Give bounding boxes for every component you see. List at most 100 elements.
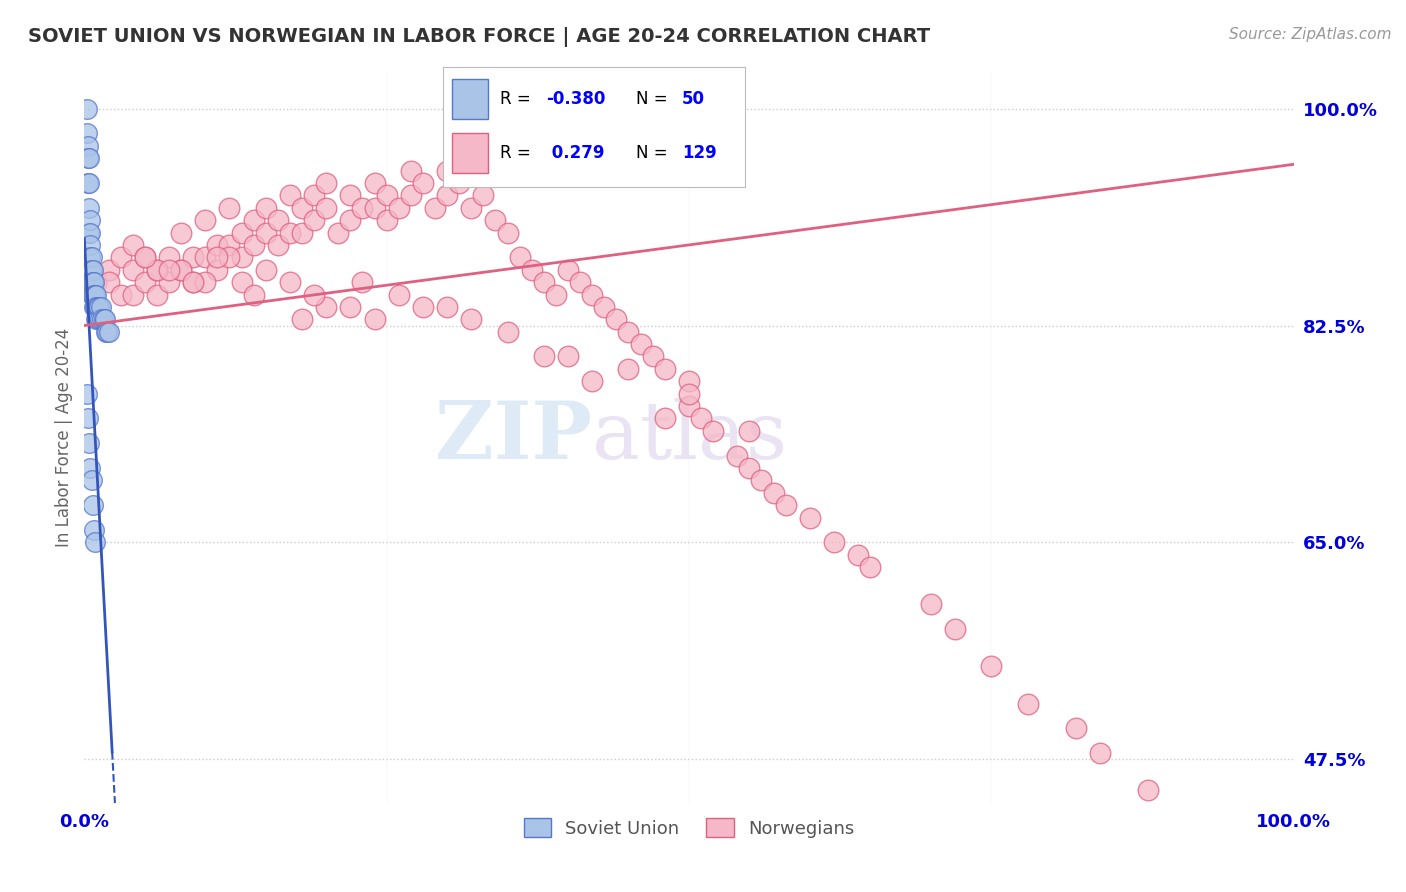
- Point: [80, 262, 103, 277]
- Point: [90, 300, 112, 314]
- Point: [363, 201, 385, 215]
- Point: [352, 275, 374, 289]
- Point: [339, 300, 361, 314]
- Point: [472, 188, 495, 202]
- Point: [84, 535, 107, 549]
- Point: [920, 598, 942, 612]
- Point: [121, 262, 143, 277]
- Point: [1174, 821, 1197, 835]
- Text: R =: R =: [501, 144, 536, 162]
- Point: [352, 201, 374, 215]
- Point: [678, 386, 700, 401]
- Point: [77, 151, 100, 165]
- Point: [157, 275, 180, 289]
- Text: ZIP: ZIP: [436, 398, 592, 476]
- Point: [79, 238, 101, 252]
- Point: [278, 275, 301, 289]
- Point: [302, 287, 325, 301]
- Point: [89, 312, 111, 326]
- Point: [77, 411, 100, 425]
- Point: [218, 238, 240, 252]
- Point: [943, 622, 966, 636]
- Point: [254, 262, 277, 277]
- Point: [291, 312, 314, 326]
- Point: [291, 226, 314, 240]
- Point: [388, 201, 411, 215]
- Point: [242, 287, 264, 301]
- Legend: Soviet Union, Norwegians: Soviet Union, Norwegians: [516, 811, 862, 845]
- Text: SOVIET UNION VS NORWEGIAN IN LABOR FORCE | AGE 20-24 CORRELATION CHART: SOVIET UNION VS NORWEGIAN IN LABOR FORCE…: [28, 27, 931, 46]
- Point: [617, 362, 640, 376]
- Point: [79, 461, 101, 475]
- Point: [738, 461, 761, 475]
- Point: [738, 424, 761, 438]
- Point: [218, 250, 240, 264]
- Point: [846, 548, 869, 562]
- Point: [460, 312, 482, 326]
- Point: [339, 213, 361, 227]
- Point: [1137, 783, 1160, 797]
- Point: [207, 238, 229, 252]
- Point: [97, 262, 120, 277]
- Point: [157, 262, 180, 277]
- Point: [1064, 722, 1087, 736]
- Point: [859, 560, 882, 574]
- Point: [375, 213, 398, 227]
- Point: [94, 325, 117, 339]
- Point: [80, 250, 103, 264]
- Point: [533, 275, 555, 289]
- Point: [775, 498, 797, 512]
- Point: [86, 300, 108, 314]
- Point: [134, 250, 156, 264]
- Point: [339, 188, 361, 202]
- Point: [93, 312, 115, 326]
- Text: N =: N =: [637, 144, 673, 162]
- Point: [86, 312, 108, 326]
- Point: [436, 163, 458, 178]
- Point: [302, 188, 325, 202]
- Text: 0.279: 0.279: [546, 144, 605, 162]
- Point: [77, 151, 100, 165]
- Point: [520, 262, 543, 277]
- Point: [77, 138, 100, 153]
- Point: [77, 176, 100, 190]
- Y-axis label: In Labor Force | Age 20-24: In Labor Force | Age 20-24: [55, 327, 73, 547]
- Point: [207, 250, 229, 264]
- Point: [170, 262, 193, 277]
- Point: [267, 213, 290, 227]
- Point: [79, 250, 101, 264]
- Point: [1161, 808, 1184, 822]
- Point: [218, 201, 240, 215]
- Point: [690, 411, 713, 425]
- Point: [181, 275, 204, 289]
- Point: [654, 362, 676, 376]
- Point: [194, 213, 217, 227]
- Point: [170, 262, 193, 277]
- Text: 50: 50: [682, 90, 704, 108]
- Point: [436, 188, 458, 202]
- Point: [82, 262, 104, 277]
- Point: [83, 300, 105, 314]
- Point: [121, 238, 143, 252]
- Point: [83, 523, 105, 537]
- Point: [97, 275, 120, 289]
- Point: [1017, 697, 1039, 711]
- Point: [315, 176, 337, 190]
- Point: [254, 201, 277, 215]
- Point: [157, 250, 180, 264]
- Text: Source: ZipAtlas.com: Source: ZipAtlas.com: [1229, 27, 1392, 42]
- Point: [291, 201, 314, 215]
- Point: [254, 226, 277, 240]
- Point: [242, 213, 264, 227]
- Point: [678, 399, 700, 413]
- Point: [581, 287, 603, 301]
- Point: [315, 201, 337, 215]
- Point: [170, 226, 193, 240]
- Point: [86, 287, 108, 301]
- Point: [399, 163, 422, 178]
- Point: [110, 250, 132, 264]
- Point: [194, 275, 217, 289]
- Point: [86, 275, 108, 289]
- Point: [80, 275, 103, 289]
- Point: [110, 287, 132, 301]
